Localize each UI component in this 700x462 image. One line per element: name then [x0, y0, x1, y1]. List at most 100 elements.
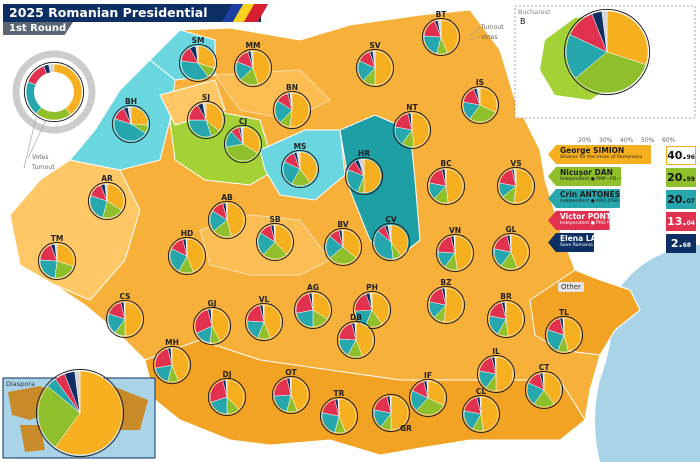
county-tl-slice-5[interactable] — [562, 317, 565, 336]
county-sm-slice-5[interactable] — [195, 45, 199, 64]
county-ar-slice-2[interactable] — [89, 195, 108, 218]
county-cj-slice-1[interactable] — [226, 143, 258, 162]
county-bc[interactable]: BC — [426, 159, 466, 206]
county-bn-slice-0[interactable] — [289, 92, 310, 128]
county-hr-slice-0[interactable] — [363, 158, 382, 194]
county-sv-slice-0[interactable] — [374, 50, 393, 86]
county-sv[interactable]: SV — [355, 41, 395, 88]
county-cv-slice-2[interactable] — [373, 230, 394, 260]
other-button[interactable]: Other — [558, 282, 584, 292]
county-sm-slice-2[interactable] — [180, 60, 209, 81]
county-gl-slice-0[interactable] — [510, 234, 529, 269]
county-sj-slice-5[interactable] — [202, 102, 207, 121]
county-vs-slice-5[interactable] — [513, 168, 517, 187]
county-dj-slice-5[interactable] — [225, 379, 228, 398]
county-ot-slice-0[interactable] — [290, 377, 309, 412]
county-ot-slice-5[interactable] — [289, 377, 292, 396]
bucharest-slice-5[interactable] — [601, 10, 608, 53]
county-bn-slice-5[interactable] — [289, 92, 293, 111]
county-il-slice-5[interactable] — [494, 356, 497, 375]
county-gl[interactable]: GL — [491, 225, 531, 272]
county-hd-slice-0[interactable] — [186, 238, 205, 273]
county-sb-slice-5[interactable] — [273, 224, 276, 243]
county-ms-slice-5[interactable] — [296, 151, 301, 170]
county-cl-slice-5[interactable] — [479, 396, 482, 415]
county-cl[interactable]: CL — [461, 387, 501, 434]
county-cj-slice-5[interactable] — [240, 126, 244, 145]
county-dj-slice-0[interactable] — [226, 379, 245, 410]
county-il-slice-0[interactable] — [495, 356, 514, 392]
county-sj-slice-2[interactable] — [188, 119, 212, 138]
county-sb[interactable]: SB — [255, 215, 295, 262]
county-il[interactable]: IL — [476, 347, 516, 394]
county-bh-slice-2[interactable] — [113, 118, 146, 142]
county-gl-slice-5[interactable] — [509, 234, 512, 253]
county-bv-slice-5[interactable] — [341, 229, 344, 248]
county-ot[interactable]: OT — [271, 368, 311, 415]
county-bh-slice-5[interactable] — [127, 106, 132, 125]
candidate-row[interactable]: Nicușor DAN Independent ● PMP—FD—REPER—UL… — [548, 167, 622, 186]
county-mh-slice-0[interactable] — [171, 347, 190, 382]
county-is-slice-5[interactable] — [476, 87, 481, 106]
county-vl-slice-0[interactable] — [263, 304, 282, 339]
county-tr-slice-5[interactable] — [337, 398, 340, 417]
county-bc-slice-5[interactable] — [444, 168, 447, 187]
county-cv-slice-5[interactable] — [387, 224, 392, 243]
county-sj-slice-0[interactable] — [205, 102, 224, 132]
candidate-row[interactable]: George SIMION Alliance for the Union of R… — [548, 145, 652, 164]
county-mh[interactable]: MH — [152, 338, 192, 385]
county-bt-slice-0[interactable] — [440, 19, 459, 54]
county-nt-slice-0[interactable] — [411, 112, 430, 148]
county-gr-slice-0[interactable] — [390, 395, 409, 431]
county-mh-slice-5[interactable] — [170, 347, 173, 366]
county-tl[interactable]: TL — [544, 308, 584, 355]
county-br-slice-0[interactable] — [505, 301, 524, 337]
county-bv[interactable]: BV — [323, 220, 363, 267]
county-ab-slice-0[interactable] — [226, 202, 245, 237]
county-bt[interactable]: BT — [421, 10, 461, 57]
bucharest-slice-0[interactable] — [606, 10, 649, 65]
county-bn[interactable]: BN — [272, 83, 312, 130]
county-sm[interactable]: SM — [178, 36, 218, 83]
county-mm[interactable]: MM — [233, 41, 273, 88]
candidate-row[interactable]: Victor PONTA Independent ● PRO Romania — [548, 211, 610, 230]
county-cs-slice-5[interactable] — [123, 301, 126, 320]
county-dj-slice-3[interactable] — [209, 380, 228, 403]
county-ct-slice-0[interactable] — [543, 372, 562, 405]
county-bc-slice-0[interactable] — [445, 168, 464, 204]
county-db[interactable]: DB — [336, 313, 376, 360]
county-gj[interactable]: GJ — [192, 299, 232, 346]
county-bh[interactable]: BH — [111, 97, 151, 144]
county-sv-slice-5[interactable] — [372, 50, 376, 69]
county-gr[interactable]: GR — [371, 393, 412, 433]
county-bt-slice-5[interactable] — [437, 19, 442, 38]
county-gj-slice-0[interactable] — [211, 308, 230, 342]
county-if-slice-1[interactable] — [416, 397, 444, 416]
county-vl-slice-5[interactable] — [262, 304, 265, 323]
county-cs[interactable]: CS — [105, 292, 145, 339]
diaspora-slice-0[interactable] — [54, 370, 123, 456]
county-db-slice-5[interactable] — [354, 322, 357, 341]
county-ct-slice-5[interactable] — [542, 372, 545, 391]
county-hr-slice-5[interactable] — [358, 158, 365, 177]
county-bv-slice-0[interactable] — [342, 229, 361, 259]
county-hd-slice-5[interactable] — [185, 238, 188, 257]
county-bz[interactable]: BZ — [426, 278, 466, 325]
county-ms-slice-0[interactable] — [299, 151, 318, 184]
county-cv-slice-0[interactable] — [390, 224, 409, 257]
county-tm-slice-5[interactable] — [54, 243, 58, 262]
diaspora-slice-1[interactable] — [37, 385, 81, 448]
county-is-slice-0[interactable] — [479, 87, 498, 113]
county-cl-slice-0[interactable] — [480, 396, 499, 432]
bucharest-slice-1[interactable] — [575, 51, 647, 94]
diaspora-slice-5[interactable] — [74, 370, 81, 414]
county-gj-slice-3[interactable] — [194, 309, 213, 334]
county-bv-slice-1[interactable] — [329, 246, 357, 265]
county-vn[interactable]: VN — [435, 226, 475, 273]
county-db-slice-0[interactable] — [355, 322, 374, 357]
county-tr[interactable]: TR — [319, 389, 359, 436]
county-ab[interactable]: AB — [207, 193, 247, 240]
county-vn-slice-0[interactable] — [454, 235, 473, 271]
county-hr[interactable]: HR — [344, 149, 384, 196]
county-tm-slice-0[interactable] — [56, 243, 75, 267]
